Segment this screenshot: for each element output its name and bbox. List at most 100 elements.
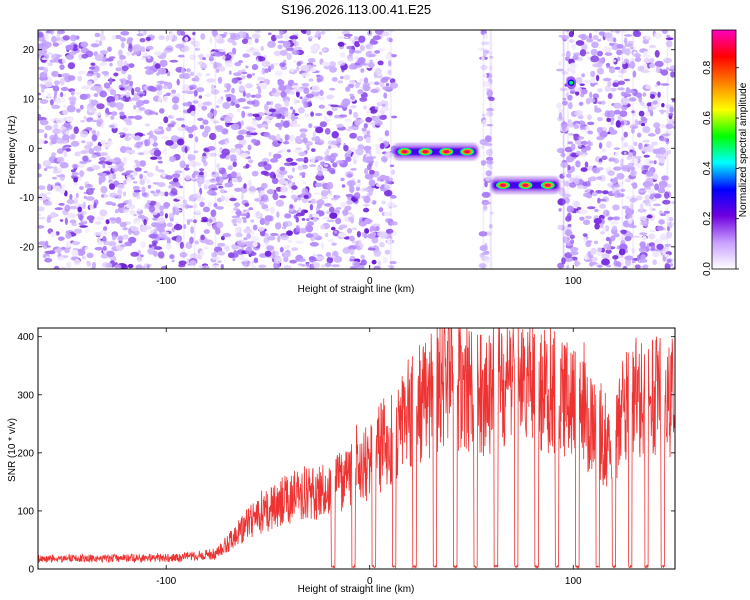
noise-speckle (192, 31, 196, 36)
noise-speckle (211, 171, 216, 175)
noise-speckle (79, 225, 88, 228)
noise-speckle (590, 55, 600, 63)
noise-speckle (348, 64, 357, 70)
noise-speckle (295, 147, 302, 151)
noise-speckle (245, 163, 250, 169)
noise-speckle (86, 80, 93, 87)
noise-speckle (198, 95, 203, 99)
noise-speckle (295, 158, 305, 162)
noise-speckle (225, 196, 229, 203)
noise-speckle (71, 241, 81, 246)
noise-speckle (230, 101, 236, 107)
noise-speckle (631, 247, 636, 254)
noise-speckle (613, 266, 619, 269)
noise-speckle (120, 263, 128, 269)
noise-speckle (125, 91, 131, 98)
noise-speckle (94, 221, 102, 225)
noise-speckle (279, 30, 284, 36)
noise-speckle (156, 84, 163, 91)
noise-speckle (53, 133, 58, 141)
noise-speckle (620, 136, 625, 142)
noise-speckle (77, 75, 83, 82)
noise-speckle (390, 221, 398, 226)
noise-speckle (308, 36, 314, 39)
noise-speckle (42, 80, 47, 83)
colorbar-ticks: 0.00.20.40.60.8 (702, 60, 739, 276)
noise-speckle (105, 219, 110, 225)
noise-speckle (308, 255, 316, 263)
noise-speckle (213, 62, 218, 70)
noise-speckle (146, 200, 151, 204)
noise-speckle (108, 158, 116, 163)
noise-speckle (219, 189, 226, 194)
noise-speckle (44, 125, 53, 131)
noise-speckle (243, 228, 252, 234)
noise-speckle (157, 156, 163, 160)
noise-speckle (136, 256, 143, 262)
noise-speckle (365, 116, 372, 123)
noise-speckle (44, 81, 53, 88)
noise-speckle (118, 132, 126, 135)
noise-speckle (215, 68, 220, 73)
noise-speckle (585, 215, 592, 219)
noise-speckle (131, 88, 135, 96)
noise-speckle (629, 61, 636, 69)
noise-speckle (299, 96, 303, 100)
noise-speckle (387, 233, 392, 240)
noise-speckle (643, 50, 648, 57)
noise-speckle (656, 225, 664, 231)
noise-speckle (244, 202, 250, 207)
noise-speckle (665, 123, 674, 130)
noise-speckle (165, 126, 172, 132)
noise-speckle (634, 158, 639, 163)
noise-speckle (128, 63, 135, 68)
noise-speckle (109, 217, 117, 221)
noise-speckle (632, 70, 637, 78)
noise-speckle (240, 120, 244, 126)
noise-speckle (585, 145, 591, 151)
noise-speckle (576, 184, 585, 189)
noise-speckle (201, 156, 208, 159)
noise-speckle (158, 95, 162, 103)
noise-speckle (196, 47, 200, 51)
noise-speckle (199, 250, 205, 257)
noise-speckle (205, 73, 211, 76)
noise-speckle (123, 117, 132, 123)
noise-speckle (139, 30, 144, 35)
noise-speckle (38, 241, 47, 246)
noise-speckle (379, 241, 385, 248)
noise-speckle (218, 78, 221, 82)
noise-speckle (630, 197, 639, 202)
noise-speckle (119, 87, 125, 91)
noise-speckle (568, 30, 574, 38)
noise-speckle (242, 106, 251, 109)
noise-speckle (243, 183, 247, 189)
noise-speckle (602, 190, 609, 195)
noise-speckle (576, 207, 582, 210)
noise-speckle (667, 183, 672, 188)
noise-speckle (630, 169, 638, 177)
noise-speckle (618, 30, 628, 34)
noise-speckle (566, 205, 575, 213)
noise-speckle (184, 146, 188, 154)
noise-speckle (325, 148, 330, 153)
noise-speckle (611, 184, 615, 189)
noise-speckle (391, 115, 398, 119)
noise-speckle (367, 233, 376, 239)
noise-speckle (610, 30, 615, 33)
noise-speckle (562, 193, 572, 198)
noise-speckle (181, 84, 191, 92)
noise-speckle (133, 104, 137, 110)
noise-speckle (330, 104, 339, 108)
noise-speckle (670, 201, 675, 205)
noise-speckle (165, 140, 174, 146)
noise-speckle (486, 124, 493, 127)
noise-speckle (109, 89, 117, 96)
y-tick-label: 400 (17, 332, 34, 343)
noise-speckle (38, 66, 45, 71)
noise-speckle (263, 103, 269, 111)
noise-speckle (558, 108, 564, 114)
noise-speckle (74, 151, 81, 157)
noise-speckle (147, 54, 151, 60)
noise-speckle (63, 121, 71, 129)
